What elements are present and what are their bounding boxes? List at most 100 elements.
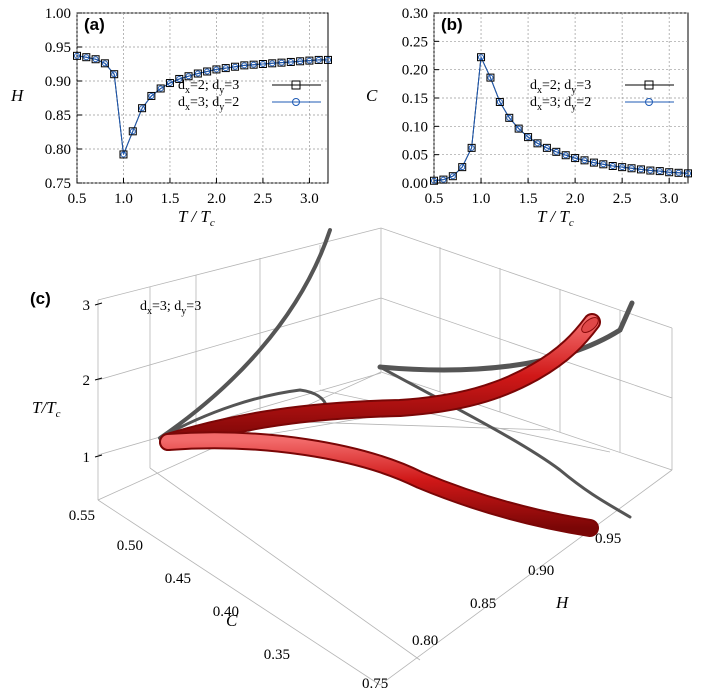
data-point-square: [458, 163, 467, 172]
data-point-circle: [487, 74, 494, 81]
data-point-circle: [609, 163, 616, 169]
x-tick-label: 2.0: [207, 191, 226, 207]
y-tick-label: 0.00: [402, 176, 428, 192]
data-point-square: [91, 55, 100, 64]
data-point-square: [448, 172, 457, 181]
shadow-curves: [158, 228, 635, 519]
panel-b-legend-1: dx=2; dy=3: [530, 78, 591, 96]
x-tick-label: 1.5: [519, 191, 538, 207]
data-point-circle: [222, 65, 229, 72]
panel-a-xlabel: T / Tc: [178, 207, 215, 229]
data-point-square: [430, 176, 438, 185]
data-point-circle: [101, 60, 108, 67]
data-point-circle: [440, 176, 447, 183]
legend-circle-marker: [292, 98, 300, 106]
data-point-square: [552, 147, 561, 156]
data-point-square: [128, 127, 137, 136]
panel-a-label: (a): [84, 15, 105, 34]
legend-circle-marker: [645, 98, 653, 106]
x-tick-label: 0.5: [425, 191, 444, 207]
shadow-curve-right-lower: [378, 365, 632, 519]
data-point-square: [156, 84, 165, 93]
panel-b-legend-2: dx=3; dy=2: [530, 95, 591, 113]
z-tick-mark: [94, 377, 103, 381]
data-point-circle: [120, 151, 127, 158]
data-point-circle: [543, 144, 550, 151]
data-point-square: [296, 57, 305, 66]
data-point-circle: [647, 167, 654, 174]
data-point-circle: [506, 114, 513, 121]
x-tick-label: 2.0: [566, 191, 585, 207]
data-point-circle: [590, 159, 597, 166]
data-point-circle: [166, 80, 173, 87]
panel-b: 0.5 1.0 1.5 2.0 2.5 3.0 0.00 0.05 0.10 0.15 0.20 0.…: [366, 6, 692, 229]
h-tick-label: 0.95: [595, 531, 621, 547]
z-tick-mark: [94, 302, 103, 306]
data-point-circle: [553, 148, 560, 155]
red-tubes: [159, 313, 601, 537]
data-point-square: [627, 164, 636, 173]
data-point-circle: [449, 173, 456, 180]
data-point-circle: [129, 128, 136, 135]
y-tick-label: 0.95: [45, 40, 71, 56]
data-point-circle: [600, 161, 607, 168]
y-tick-label: 0.20: [402, 63, 428, 79]
data-point-circle: [259, 61, 266, 67]
h-tick-label: 0.75: [362, 676, 388, 690]
data-point-circle: [213, 66, 220, 73]
data-point-square: [249, 60, 258, 69]
h-tick-label: 0.85: [470, 596, 496, 612]
panel-c-clabel: C: [226, 611, 238, 630]
panel-a-legend-1: dx=2; dy=3: [178, 78, 239, 96]
data-point-square: [175, 74, 184, 83]
data-point-circle: [232, 63, 239, 70]
data-point-circle: [515, 125, 522, 132]
data-point-circle: [496, 98, 503, 105]
x-tick-label: 1.5: [161, 191, 180, 207]
data-point-square: [314, 55, 323, 64]
data-point-square: [524, 133, 533, 142]
data-point-circle: [562, 152, 569, 159]
panel-a-legend: dx=2; dy=3 dx=3; dy=2: [178, 78, 321, 113]
data-point-circle: [315, 56, 322, 63]
data-point-square: [110, 70, 119, 79]
data-point-circle: [83, 54, 90, 61]
data-point-square: [646, 166, 655, 175]
data-point-square: [505, 113, 514, 122]
data-point-circle: [148, 92, 155, 99]
data-point-square: [193, 69, 202, 78]
data-point-square: [221, 64, 230, 73]
data-point-square: [655, 167, 664, 176]
data-point-square: [203, 67, 212, 76]
data-point-square: [618, 163, 627, 172]
data-point-circle: [297, 58, 304, 65]
y-tick-label: 0.10: [402, 119, 428, 135]
data-point-square: [674, 168, 683, 177]
x-tick-label: 1.0: [472, 191, 491, 207]
data-point-circle: [431, 177, 437, 184]
data-point-square: [561, 151, 570, 160]
data-point-circle: [241, 62, 248, 69]
data-point-circle: [194, 70, 201, 77]
data-point-square: [258, 60, 267, 68]
panel-c: 1 2 3 0.55 0.50 0.45 0.40 0.35 0.75 0.80 0.85 0.90 0…: [30, 227, 673, 690]
data-point-square: [467, 143, 476, 152]
c-tick-label: 0.50: [117, 538, 143, 554]
tube-lower: [161, 433, 597, 535]
z-tick-label: 1: [83, 450, 91, 466]
data-point-circle: [572, 155, 579, 162]
z-tick-label: 3: [83, 298, 91, 314]
y-tick-label: 0.85: [45, 108, 71, 124]
x-tick-label: 1.0: [114, 191, 133, 207]
data-point-square: [138, 104, 147, 113]
data-point-circle: [111, 71, 118, 78]
data-point-square: [286, 57, 295, 66]
data-point-circle: [637, 166, 644, 173]
data-point-square: [477, 53, 486, 62]
z-tick-label: 2: [83, 373, 91, 389]
x-tick-label: 3.0: [660, 191, 679, 207]
data-point-square: [439, 175, 448, 184]
data-point-square: [240, 61, 249, 70]
data-point-circle: [628, 165, 635, 172]
c-tick-label: 0.45: [165, 571, 191, 587]
